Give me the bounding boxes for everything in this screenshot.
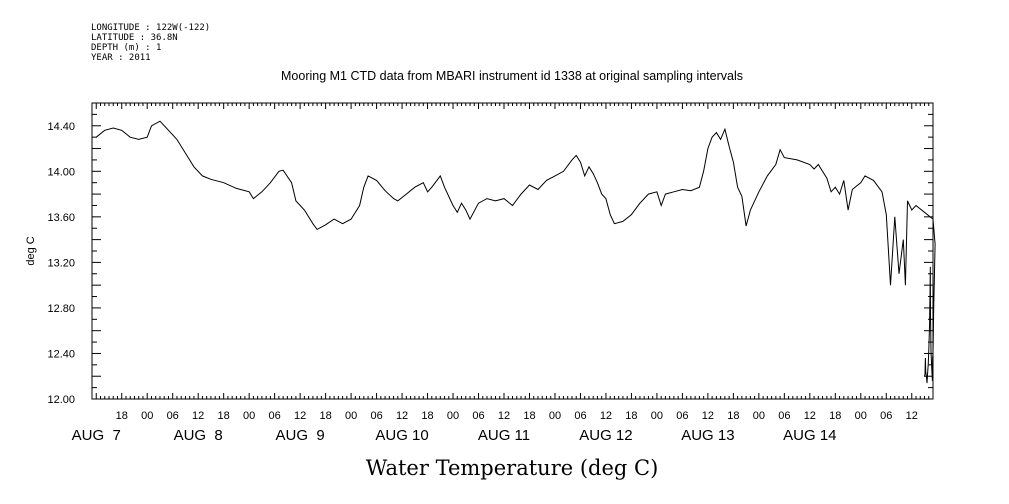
- year-line: YEAR : 2011: [91, 53, 151, 63]
- x-tick-label: 12: [702, 410, 714, 422]
- x-tick-label: 12: [804, 410, 816, 422]
- x-day-label: AUG 7: [72, 427, 121, 444]
- y-tick-label: 12.80: [47, 303, 75, 315]
- x-tick-label: 06: [472, 410, 484, 422]
- x-tick-label: 12: [498, 410, 510, 422]
- x-tick-label: 00: [651, 410, 663, 422]
- y-tick-label: 12.00: [47, 394, 75, 406]
- x-tick-label: 18: [727, 410, 739, 422]
- x-tick-label: 00: [345, 410, 357, 422]
- x-tick-label: 00: [549, 410, 561, 422]
- x-tick-label: 18: [625, 410, 637, 422]
- x-axis-title: Water Temperature (deg C): [366, 456, 659, 480]
- tick-marks: [91, 102, 934, 400]
- temperature-series-line: [95, 120, 936, 384]
- x-tick-label: 12: [906, 410, 918, 422]
- x-tick-label: 00: [243, 410, 255, 422]
- plot-frame: [91, 102, 934, 400]
- x-tick-label: 06: [574, 410, 586, 422]
- x-tick-label: 18: [829, 410, 841, 422]
- x-tick-label: 12: [294, 410, 306, 422]
- x-day-label: AUG 11: [478, 427, 530, 444]
- depth-line: DEPTH (m) : 1: [91, 43, 161, 53]
- x-tick-label: 18: [319, 410, 331, 422]
- y-tick-label: 14.40: [47, 121, 75, 133]
- x-tick-label: 12: [396, 410, 408, 422]
- x-tick-label: 18: [116, 410, 128, 422]
- x-tick-label: 18: [421, 410, 433, 422]
- x-tick-label: 00: [447, 410, 459, 422]
- y-tick-labels: 12.00 12.40 12.80 13.20 13.60 14.00 14.40: [47, 121, 75, 406]
- x-tick-label: 06: [880, 410, 892, 422]
- x-day-label: AUG 8: [174, 427, 223, 444]
- x-day-labels: AUG 7 AUG 8 AUG 9 AUG 10 AUG 11 AUG 12 AUG 13 A…: [72, 427, 837, 444]
- x-tick-label: 06: [269, 410, 281, 422]
- x-tick-label: 06: [676, 410, 688, 422]
- x-tick-label: 00: [753, 410, 765, 422]
- latitude-line: LATITUDE : 36.8N: [91, 33, 178, 43]
- x-tick-label: 18: [523, 410, 535, 422]
- x-tick-labels: 18 00 06 12 18 00 06 12 18 00 06 12 18 00 06 12 18 00 06 12…: [116, 410, 918, 422]
- x-tick-label: 06: [370, 410, 382, 422]
- x-tick-label: 12: [192, 410, 204, 422]
- x-tick-label: 06: [778, 410, 790, 422]
- y-tick-label: 14.00: [47, 166, 75, 178]
- y-axis-title: deg C: [25, 236, 37, 265]
- y-tick-label: 13.60: [47, 212, 75, 224]
- x-tick-label: 06: [167, 410, 179, 422]
- chart-title: Mooring M1 CTD data from MBARI instrumen…: [281, 69, 743, 83]
- y-tick-label: 13.20: [47, 257, 75, 269]
- x-tick-label: 00: [855, 410, 867, 422]
- longitude-line: LONGITUDE : 122W(-122): [91, 23, 210, 33]
- y-tick-label: 12.40: [47, 348, 75, 360]
- x-tick-label: 18: [218, 410, 230, 422]
- x-tick-label: 00: [141, 410, 153, 422]
- x-day-label: AUG 10: [375, 427, 428, 444]
- x-day-label: AUG 13: [681, 427, 734, 444]
- x-day-label: AUG 14: [783, 427, 836, 444]
- x-tick-label: 12: [600, 410, 612, 422]
- x-day-label: AUG 12: [579, 427, 632, 444]
- x-day-label: AUG 9: [276, 427, 325, 444]
